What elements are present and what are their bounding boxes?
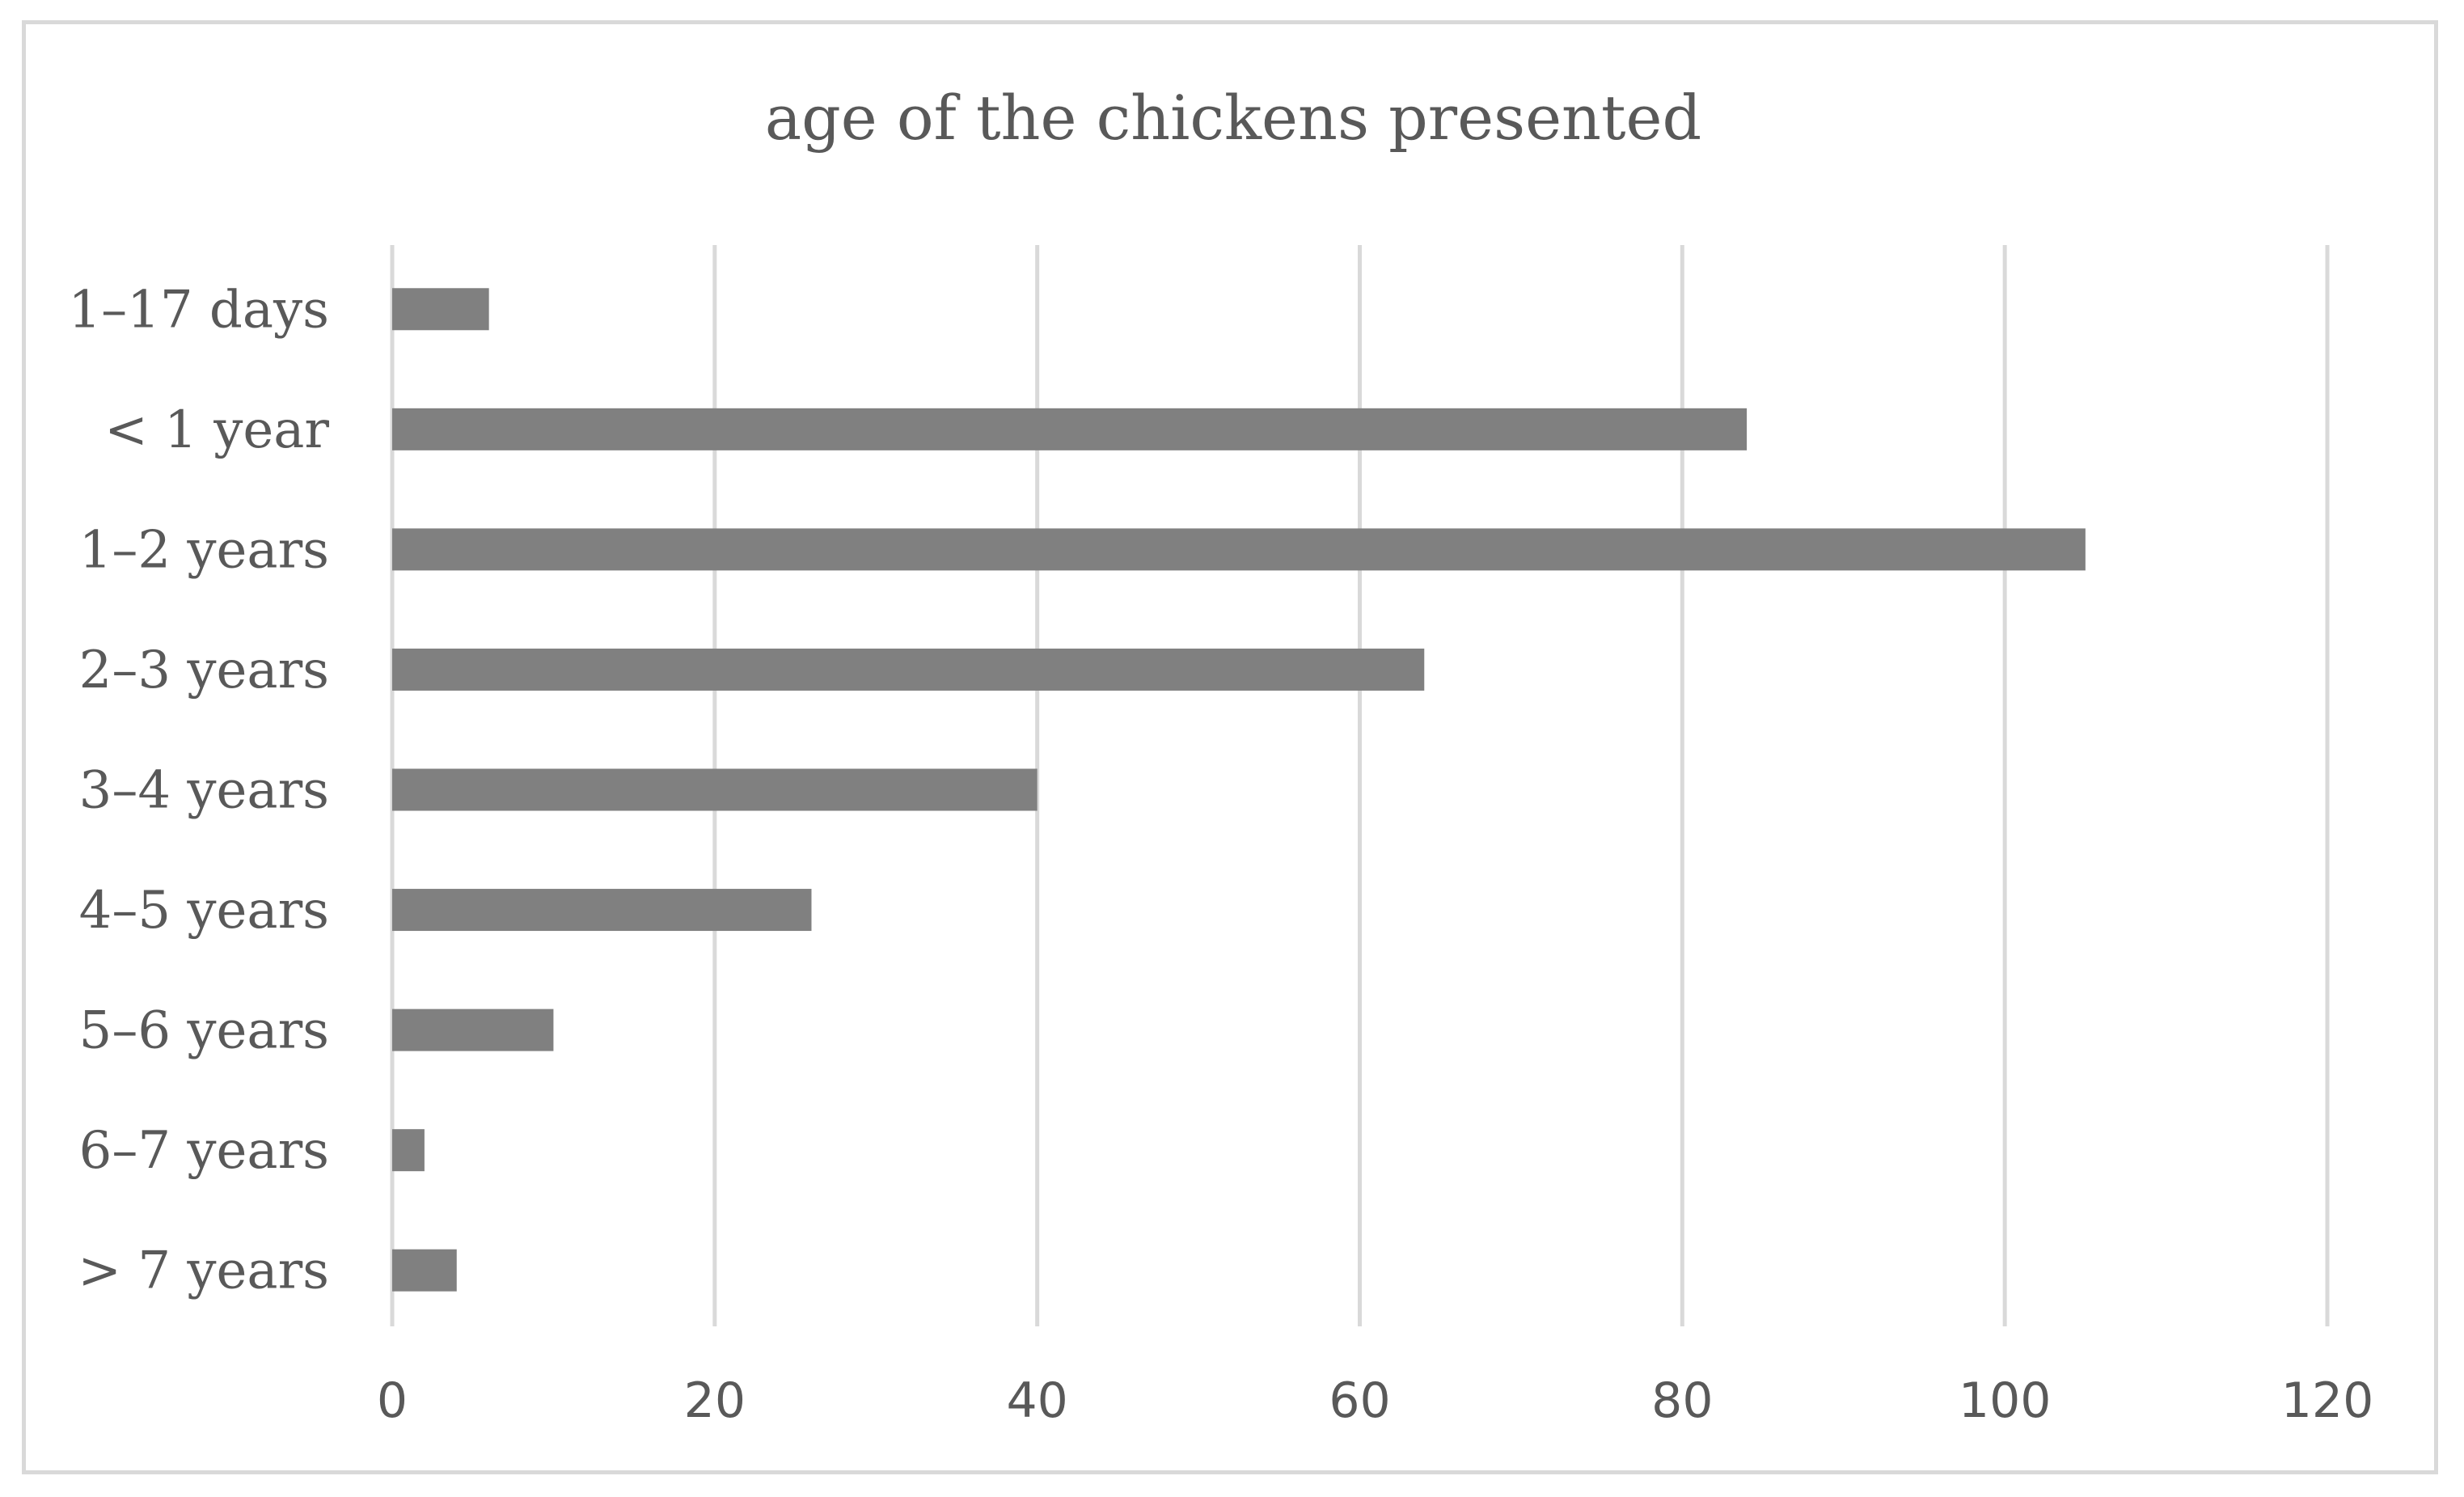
- x-tick-label: 120: [2281, 1372, 2374, 1429]
- category-label: 6–7 years: [79, 1121, 329, 1181]
- x-tick-label: 60: [1329, 1372, 1390, 1429]
- x-tick-label: 20: [684, 1372, 746, 1429]
- bar: [392, 408, 1748, 450]
- bar: [392, 768, 1038, 811]
- bar: [392, 1129, 425, 1172]
- bar: [392, 1009, 554, 1051]
- x-tick-label: 0: [377, 1372, 408, 1429]
- x-tick-label: 100: [1959, 1372, 2052, 1429]
- bar: [392, 1249, 457, 1292]
- category-label: < 1 year: [104, 400, 329, 460]
- category-labels: 1–17 days < 1 year 1–2 years 2–3 years 3–4 y…: [68, 280, 329, 1300]
- category-label: 5–6 years: [79, 1001, 329, 1061]
- bar: [392, 889, 812, 932]
- x-tick-labels: 0 20 40 60 80 100 120: [377, 1372, 2373, 1429]
- bar: [392, 528, 2086, 571]
- x-tick-label: 80: [1651, 1372, 1713, 1429]
- chart-title: age of the chickens presented: [765, 82, 1701, 154]
- category-label: 2–3 years: [79, 641, 329, 700]
- category-label: 3–4 years: [79, 761, 329, 821]
- category-label: 1–2 years: [79, 520, 329, 580]
- chart-frame: [22, 20, 2438, 1474]
- category-label: 1–17 days: [68, 280, 329, 340]
- bar: [392, 648, 1425, 691]
- category-label: 4–5 years: [79, 881, 329, 941]
- bar: [392, 288, 489, 331]
- bars: [392, 288, 2086, 1292]
- category-label: > 7 years: [78, 1241, 329, 1301]
- x-tick-label: 40: [1006, 1372, 1067, 1429]
